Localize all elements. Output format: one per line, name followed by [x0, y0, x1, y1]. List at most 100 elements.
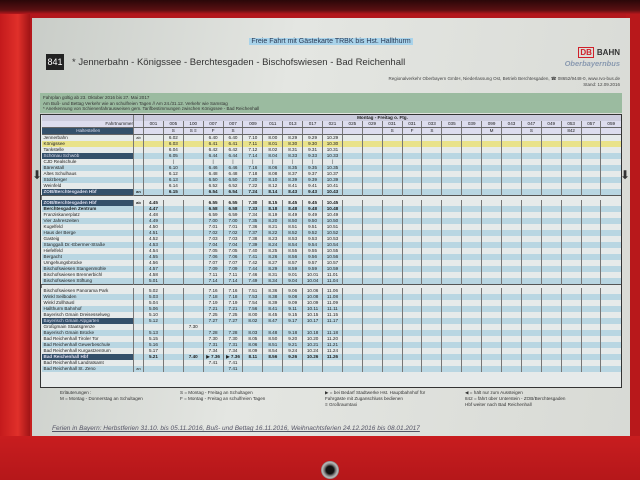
departure-time: [600, 189, 621, 196]
stop-row: Tankstelle 6.04 6.42 6.42 7.12 8.02 8.31 9.31 10…: [42, 147, 621, 153]
timetable-sheet: Freie Fahrt mit Gästekarte TRBK bis Hst.…: [32, 18, 630, 436]
departure-time: [421, 312, 442, 318]
route-title: * Jennerbahn - Königssee - Berchtesgaden…: [72, 57, 406, 68]
departure-time: 8.02: [242, 318, 263, 324]
departure-time: 6.58: [222, 205, 243, 212]
departure-time: [461, 205, 482, 212]
departure-time: 8.08: [262, 171, 283, 177]
departure-time: [381, 253, 403, 260]
departure-time: [461, 342, 482, 348]
departure-time: [381, 277, 403, 284]
departure-time: [401, 336, 422, 342]
departure-time: [421, 318, 442, 324]
departure-time: [461, 300, 482, 306]
departure-time: [481, 205, 502, 212]
departure-time: [341, 259, 363, 266]
departure-time: 11.20: [322, 336, 343, 342]
departure-time: [461, 354, 482, 360]
departure-time: [580, 165, 601, 171]
departure-time: 7.36: [242, 223, 263, 230]
departure-time: [540, 241, 562, 248]
departure-time: [600, 183, 621, 189]
departure-time: [381, 134, 403, 141]
departure-time: [520, 342, 542, 348]
departure-time: [501, 360, 522, 366]
departure-time: 10.51: [322, 223, 343, 230]
departure-time: 8.26: [262, 253, 283, 260]
departure-time: [162, 312, 184, 318]
departure-time: [341, 189, 363, 196]
screw-lock[interactable]: [321, 461, 339, 479]
departure-time: [182, 211, 204, 218]
stop-name: Bischofswiesen Stiftung: [41, 277, 134, 284]
departure-time: 11.18: [322, 330, 343, 336]
validity-line: Fahrplan gültig ab 23. Oktober 2016 bis …: [43, 95, 150, 100]
departure-time: 5.12: [143, 318, 164, 324]
departure-time: [481, 342, 502, 348]
departure-time: [580, 271, 601, 278]
departure-time: 6.59: [202, 211, 224, 218]
departure-time: [461, 159, 482, 165]
departure-time: [381, 189, 403, 196]
stop-name: Jennerbahn: [43, 135, 68, 140]
departure-time: [540, 199, 562, 206]
departure-time: 8.54: [282, 241, 303, 248]
arrival-departure-marker: [133, 300, 144, 306]
departure-time: [580, 189, 601, 196]
departure-time: [381, 348, 403, 354]
departure-time: [580, 342, 601, 348]
departure-time: [381, 265, 403, 272]
departure-time: 10.41: [322, 183, 343, 189]
departure-time: [162, 259, 184, 266]
stop-name: Bad Reichenhall Gewerbeschule: [41, 342, 134, 348]
arrival-departure-marker: [133, 165, 144, 171]
stop-name: Großgmain Staatsgrenze: [43, 324, 95, 329]
stop-row: Bad Reichenhall Hbf 5.21 7.40 ▶ 7.36 ▶ 7.36 8…: [41, 354, 621, 360]
departure-time: 7.30: [222, 336, 243, 342]
departure-time: [461, 253, 482, 260]
departure-time: 10.45: [322, 199, 343, 206]
departure-time: [461, 241, 482, 248]
departure-time: [560, 348, 582, 354]
departure-time: 7.19: [222, 300, 243, 306]
departure-time: 11.06: [322, 288, 343, 294]
departure-time: [143, 134, 164, 141]
stop-row: Haus der Berge 4.51 7.02 7.02 7.37 8.22 8.52 9.…: [41, 229, 621, 236]
departure-time: [162, 318, 184, 324]
departure-time: [361, 183, 383, 189]
departure-time: [401, 300, 422, 306]
header-blank: [133, 127, 144, 135]
departure-time: [381, 153, 403, 159]
departure-time: 7.05: [202, 247, 224, 254]
departure-time: [182, 229, 204, 236]
departure-time: 8.31: [282, 147, 303, 153]
departure-time: 6.03: [162, 141, 184, 147]
departure-time: [540, 223, 562, 230]
departure-time: [461, 247, 482, 254]
departure-time: [441, 354, 462, 360]
departure-time: 5.04: [143, 300, 164, 306]
departure-time: [441, 312, 462, 318]
departure-time: [501, 241, 522, 248]
departure-time: 8.35: [282, 165, 303, 171]
stand-date: Stand: 12.09.2016: [583, 82, 620, 87]
departure-time: [441, 199, 462, 206]
departure-time: 7.51: [242, 288, 263, 294]
departure-time: 6.44: [202, 153, 224, 159]
departure-time: 6.50: [222, 177, 243, 183]
departure-time: [481, 306, 502, 312]
departure-time: [560, 147, 582, 153]
departure-time: 6.58: [202, 205, 224, 212]
trip-note: [540, 127, 562, 135]
departure-time: [381, 330, 403, 336]
departure-time: [501, 217, 522, 224]
departure-time: [580, 300, 601, 306]
departure-time: 6.05: [162, 153, 184, 159]
departure-time: [361, 354, 383, 360]
departure-time: [242, 366, 263, 372]
departure-time: [381, 229, 403, 236]
departure-time: [560, 336, 582, 342]
departure-time: 9.29: [302, 134, 323, 141]
trip-number: 039: [461, 121, 482, 128]
departure-time: [401, 312, 422, 318]
